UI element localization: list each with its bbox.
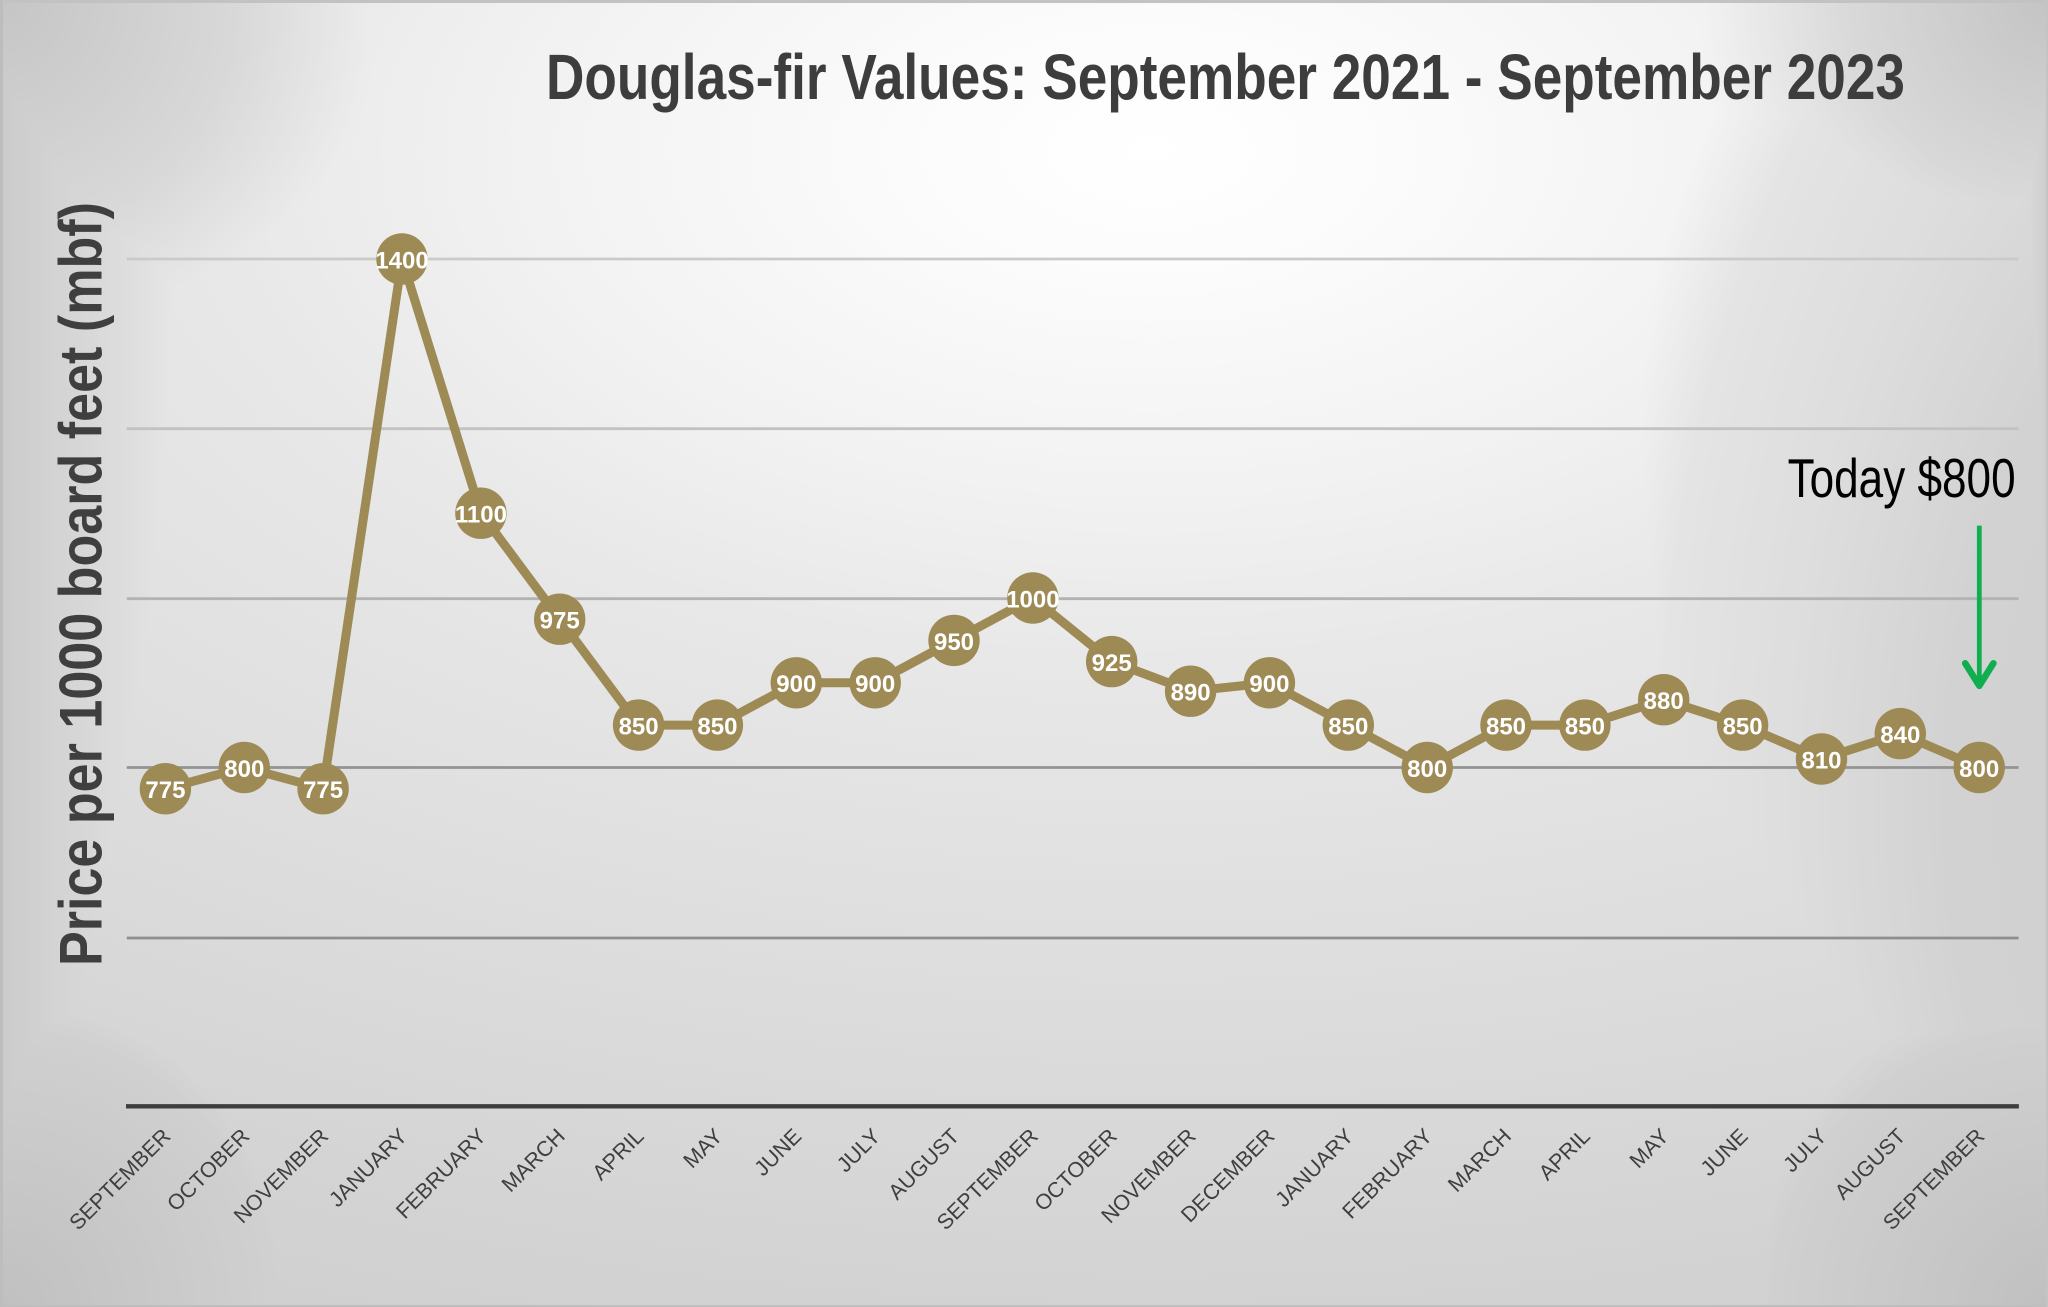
svg-text:890: 890 [1171,680,1211,707]
svg-text:850: 850 [1486,714,1526,741]
svg-text:1100: 1100 [455,502,507,529]
svg-text:MAY: MAY [1625,1124,1674,1173]
svg-text:MAY: MAY [679,1124,728,1173]
svg-text:APRIL: APRIL [588,1124,649,1185]
svg-text:MARCH: MARCH [497,1124,570,1197]
svg-text:Price per 1000 board feet (mbf: Price per 1000 board feet (mbf) [48,202,115,966]
svg-text:800: 800 [224,756,264,783]
svg-text:950: 950 [934,629,974,656]
svg-text:850: 850 [619,714,659,741]
svg-text:850: 850 [1328,714,1368,741]
svg-text:900: 900 [776,671,816,698]
svg-text:1000: 1000 [1006,586,1059,613]
svg-text:JUNE: JUNE [1696,1124,1753,1181]
svg-text:975: 975 [540,608,580,635]
svg-text:AUGUST: AUGUST [884,1124,964,1204]
svg-text:775: 775 [303,777,343,804]
svg-text:850: 850 [1565,714,1605,741]
svg-text:JUNE: JUNE [750,1124,807,1181]
svg-text:925: 925 [1092,650,1132,677]
svg-text:AUGUST: AUGUST [1830,1124,1910,1204]
svg-text:Today $800: Today $800 [1788,447,2016,509]
svg-text:900: 900 [1249,671,1289,698]
svg-text:810: 810 [1801,747,1841,774]
svg-text:1400: 1400 [375,247,428,274]
svg-text:JULY: JULY [832,1124,885,1177]
svg-text:JULY: JULY [1779,1124,1832,1177]
svg-text:SEPTEMBER: SEPTEMBER [65,1124,176,1235]
svg-text:850: 850 [697,714,737,741]
svg-text:APRIL: APRIL [1534,1124,1595,1185]
svg-text:MARCH: MARCH [1443,1124,1516,1197]
svg-text:850: 850 [1723,714,1763,741]
svg-text:800: 800 [1959,756,1999,783]
svg-text:900: 900 [855,671,895,698]
svg-text:840: 840 [1880,722,1920,749]
svg-text:775: 775 [145,777,185,804]
svg-text:Douglas-fir Values: September: Douglas-fir Values: September 2021 - Sep… [546,41,1905,113]
svg-text:880: 880 [1644,688,1684,715]
svg-text:800: 800 [1407,756,1447,783]
